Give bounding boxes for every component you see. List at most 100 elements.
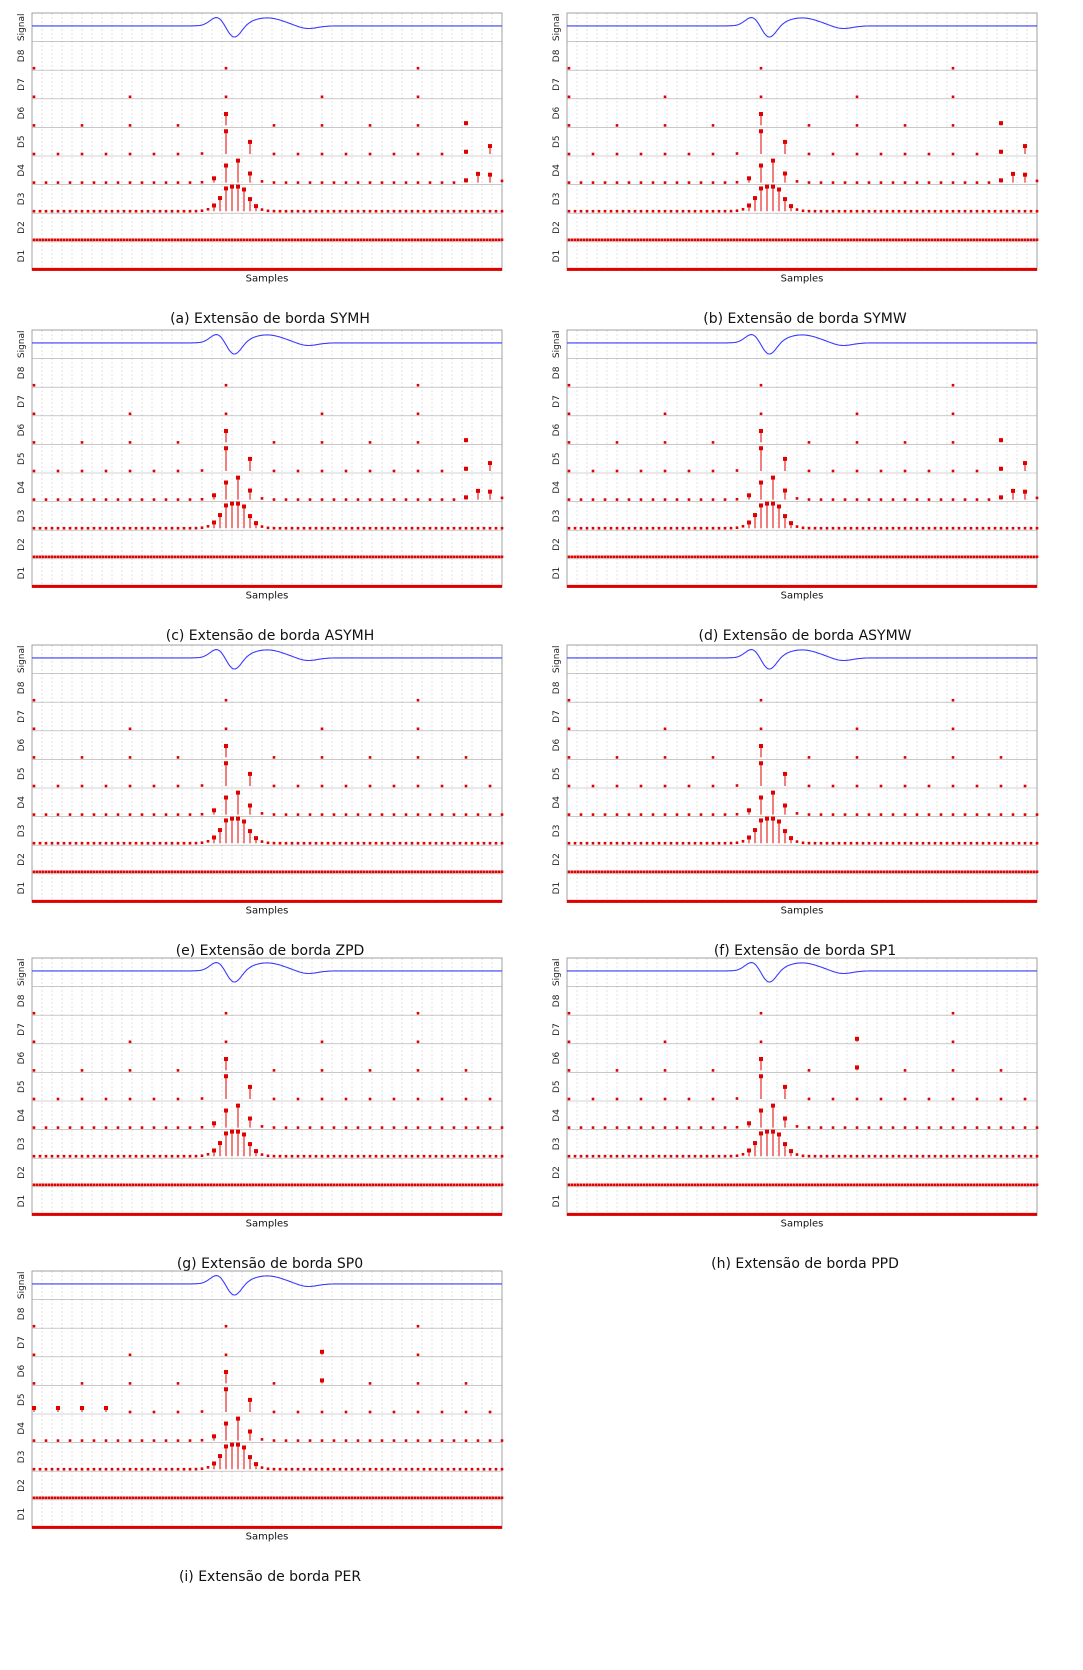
stem-marker	[649, 239, 652, 242]
stem-marker	[580, 813, 583, 816]
stem-marker	[880, 842, 883, 845]
stem-marker	[384, 1184, 387, 1187]
stem-marker	[916, 813, 919, 816]
stem-marker	[248, 1142, 252, 1146]
stem-marker	[1027, 556, 1030, 559]
stem-marker	[571, 556, 574, 559]
stem-marker	[874, 239, 877, 242]
stem-marker	[405, 842, 408, 845]
stem-marker	[150, 1184, 153, 1187]
stem-marker	[796, 840, 799, 843]
stem-marker	[363, 239, 366, 242]
stem-marker	[477, 1184, 480, 1187]
stem-marker	[327, 842, 330, 845]
stem-marker	[682, 210, 685, 213]
stem-marker	[141, 813, 144, 816]
stem-marker	[1000, 1155, 1003, 1158]
stem-marker	[1036, 527, 1039, 530]
stem-marker	[994, 1184, 997, 1187]
stem-marker	[369, 785, 372, 788]
stem-marker	[712, 181, 715, 184]
stem-marker	[126, 239, 129, 242]
stem-marker	[207, 871, 210, 874]
stem-marker	[904, 498, 907, 501]
stem-marker	[1024, 1126, 1027, 1129]
stem-marker	[988, 813, 991, 816]
stem-marker	[724, 1126, 727, 1129]
stem-marker	[420, 556, 423, 559]
stem-marker	[357, 1497, 360, 1500]
stem-marker	[213, 871, 216, 874]
stem-marker	[964, 842, 967, 845]
stem-marker	[1012, 1126, 1015, 1129]
stem-marker	[853, 556, 856, 559]
stem-marker	[81, 124, 84, 127]
stem-marker	[808, 756, 811, 759]
row-label-d1: D1	[17, 882, 27, 895]
stem-marker	[856, 556, 859, 559]
stem-marker	[967, 239, 970, 242]
stem-marker	[204, 1184, 207, 1187]
stem-marker	[586, 1155, 589, 1158]
stem-marker	[81, 181, 84, 184]
stem-marker	[201, 784, 204, 787]
stem-marker	[568, 527, 571, 530]
stem-marker	[940, 813, 943, 816]
stem-marker	[495, 871, 498, 874]
stem-marker	[471, 1155, 474, 1158]
stem-marker	[835, 556, 838, 559]
stem-marker	[393, 1184, 396, 1187]
stem-marker	[721, 871, 724, 874]
row-label-d7: D7	[552, 78, 562, 91]
x-axis-label: Samples	[781, 1218, 824, 1229]
coeff-row-d6	[568, 112, 1003, 127]
stem-marker	[1023, 490, 1027, 494]
stem-marker	[799, 239, 802, 242]
stem-marker	[961, 871, 964, 874]
stem-marker	[450, 1497, 453, 1500]
stem-marker	[814, 556, 817, 559]
stem-marker	[195, 210, 198, 213]
stem-marker	[742, 208, 745, 211]
stem-marker	[393, 1439, 396, 1442]
stem-marker	[78, 871, 81, 874]
stem-marker	[80, 1406, 84, 1410]
stem-marker	[393, 153, 396, 156]
stem-marker	[952, 871, 955, 874]
stem-marker	[868, 181, 871, 184]
stem-marker	[604, 1126, 607, 1129]
stem-marker	[327, 871, 330, 874]
stem-marker	[604, 210, 607, 213]
stem-marker	[646, 556, 649, 559]
stem-marker	[417, 384, 420, 387]
subplot-canvas: SignalD8D7D6D5D4D3D2D1Samples	[545, 637, 1065, 967]
stem-marker	[318, 871, 321, 874]
stem-marker	[33, 1354, 36, 1357]
stem-marker	[736, 871, 739, 874]
stem-marker	[694, 210, 697, 213]
stem-marker	[189, 498, 192, 501]
stem-marker	[435, 210, 438, 213]
plot-frame	[32, 958, 502, 1215]
stem-marker	[345, 153, 348, 156]
stem-marker	[715, 239, 718, 242]
stem-marker	[51, 1184, 54, 1187]
stem-marker	[742, 871, 745, 874]
stem-marker	[979, 871, 982, 874]
row-label-d8: D8	[552, 681, 562, 694]
stem-marker	[345, 181, 348, 184]
stem-marker	[165, 527, 168, 530]
stem-marker	[246, 871, 249, 874]
stem-marker	[81, 498, 84, 501]
stem-marker	[369, 871, 372, 874]
stem-marker	[568, 124, 571, 127]
coeff-row-d7	[33, 96, 420, 99]
stem-marker	[201, 1497, 204, 1500]
stem-marker	[940, 1155, 943, 1158]
stem-marker	[889, 1184, 892, 1187]
stem-marker	[63, 842, 66, 845]
stem-marker	[204, 871, 207, 874]
stem-marker	[57, 1439, 60, 1442]
stem-marker	[333, 1126, 336, 1129]
stem-marker	[315, 1497, 318, 1500]
